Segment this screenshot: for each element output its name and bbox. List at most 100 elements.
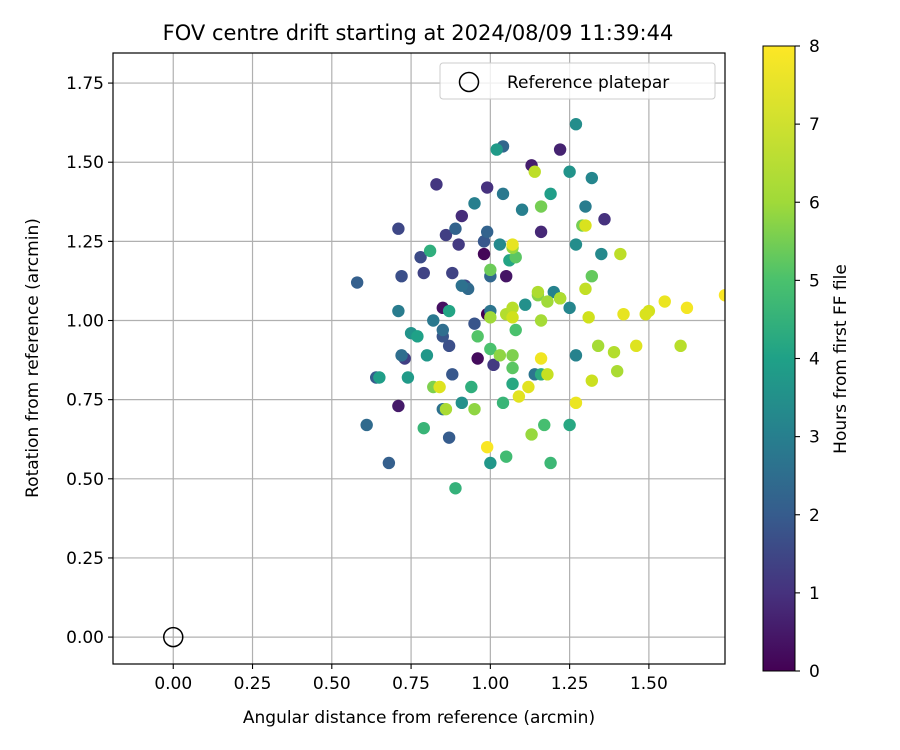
- scatter-point: [493, 238, 507, 251]
- scatter-point: [534, 225, 548, 239]
- scatter-point: [506, 238, 519, 251]
- plot-frame: [112, 52, 726, 665]
- scatter-point: [484, 342, 497, 356]
- scatter-point: [534, 352, 548, 365]
- scatter-point: [506, 361, 519, 375]
- reference-marker: [162, 626, 184, 648]
- scatter-point: [541, 368, 554, 381]
- scatter-point: [414, 250, 427, 264]
- scatter-point: [630, 339, 643, 353]
- scatter-point: [525, 428, 538, 441]
- scatter-point: [553, 143, 567, 156]
- scatter-point: [718, 288, 725, 302]
- scatter-point: [442, 339, 456, 353]
- scatter-point: [484, 263, 497, 277]
- scatter-point: [395, 349, 408, 362]
- x-tick-label: 0.25: [234, 674, 272, 694]
- scatter-point: [484, 456, 497, 470]
- scatter-point: [360, 418, 373, 432]
- scatter-point: [401, 371, 415, 384]
- scatter-point: [553, 292, 567, 305]
- y-axis-label: Rotation from reference (arcmin): [23, 218, 43, 498]
- scatter-points: [350, 118, 725, 495]
- y-axis-ticks: 0.00 0.25 0.50 0.75 1.00 1.25 1.50 1.75: [66, 74, 113, 648]
- scatter-point: [446, 266, 459, 280]
- scatter-point: [674, 339, 687, 353]
- scatter-point: [395, 269, 408, 283]
- y-tick-label: 1.25: [66, 232, 104, 252]
- scatter-point: [506, 349, 519, 362]
- scatter-point: [487, 358, 500, 372]
- scatter-point: [544, 187, 557, 201]
- scatter-point: [541, 295, 554, 308]
- colorbar-tick-label: 8: [809, 37, 820, 57]
- scatter-point: [585, 269, 599, 283]
- scatter-point: [420, 349, 434, 362]
- x-tick-label: 1.00: [471, 674, 509, 694]
- scatter-point: [392, 304, 405, 318]
- colorbar-tick-label: 7: [809, 115, 820, 135]
- scatter-point: [392, 222, 405, 235]
- colorbar-tick-label: 4: [809, 350, 820, 370]
- y-tick-label: 0.50: [66, 470, 104, 490]
- scatter-point: [579, 282, 592, 296]
- colorbar-ticks: 0 1 2 3 4 5 6 7 8: [795, 37, 820, 682]
- scatter-point: [392, 399, 405, 413]
- colorbar-tick-label: 0: [809, 662, 820, 682]
- scatter-point: [382, 456, 396, 470]
- scatter-point: [639, 307, 652, 321]
- scatter-point: [569, 238, 583, 251]
- scatter-point: [455, 396, 469, 410]
- colorbar-label: Hours from first FF file: [831, 264, 851, 454]
- scatter-point: [480, 440, 494, 454]
- colorbar-tick-label: 1: [809, 584, 820, 604]
- scatter-point: [515, 203, 529, 216]
- scatter-point: [500, 450, 513, 463]
- scatter-point: [582, 311, 595, 324]
- y-tick-label: 1.50: [66, 153, 104, 173]
- legend-marker: [458, 71, 480, 93]
- colorbar: 0 1 2 3 4 5 6 7 8 Hours from first FF file: [762, 37, 851, 682]
- scatter-point: [455, 209, 469, 223]
- scatter-point: [569, 349, 583, 362]
- scatter-point: [563, 418, 576, 432]
- scatter-point: [496, 396, 510, 410]
- grid: [113, 53, 725, 664]
- legend: Reference platepar: [439, 62, 716, 100]
- scatter-point: [455, 279, 469, 292]
- scatter-point: [617, 307, 630, 321]
- scatter-point: [480, 181, 494, 194]
- scatter-point: [585, 374, 599, 387]
- scatter-point: [468, 402, 481, 416]
- scatter-point: [417, 421, 430, 435]
- scatter-point: [442, 431, 456, 444]
- scatter-point: [528, 165, 541, 178]
- scatter-point: [614, 247, 627, 261]
- scatter-point: [563, 301, 576, 315]
- scatter-point: [449, 222, 462, 235]
- scatter-point: [579, 200, 592, 213]
- scatter-point: [446, 368, 459, 381]
- scatter-point: [433, 380, 446, 394]
- scatter-point: [439, 402, 453, 416]
- scatter-point: [519, 298, 532, 311]
- scatter-point: [471, 352, 484, 365]
- scatter-point: [411, 330, 424, 343]
- x-tick-label: 1.50: [630, 674, 668, 694]
- scatter-point: [522, 380, 535, 394]
- scatter-point: [506, 301, 519, 315]
- scatter-point: [350, 276, 364, 289]
- scatter-point: [531, 285, 545, 299]
- x-tick-label: 0.50: [313, 674, 351, 694]
- scatter-point: [423, 244, 437, 258]
- scatter-point: [484, 311, 497, 324]
- scatter-point: [658, 295, 671, 308]
- scatter-point: [477, 247, 491, 261]
- colorbar-tick-label: 5: [809, 271, 820, 291]
- x-tick-label: 1.25: [551, 674, 589, 694]
- scatter-point: [579, 219, 592, 232]
- scatter-point: [610, 364, 624, 378]
- scatter-point: [496, 187, 510, 201]
- scatter-point: [430, 178, 443, 191]
- y-tick-label: 0.75: [66, 391, 104, 411]
